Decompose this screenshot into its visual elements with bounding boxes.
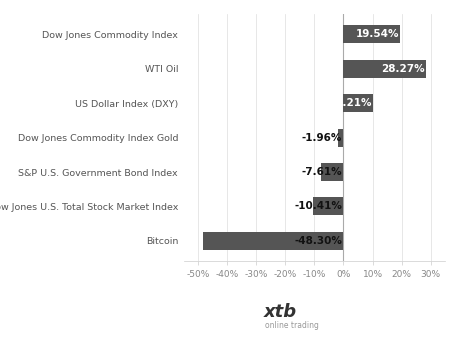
Text: -7.61%: -7.61% [302,167,342,177]
Bar [343,60,425,78]
Bar [343,25,400,43]
Text: online trading: online trading [265,321,319,330]
Bar [203,232,343,250]
Text: 28.27%: 28.27% [381,64,425,74]
Text: -10.41%: -10.41% [294,201,342,212]
Bar [338,129,343,147]
Text: 10.21%: 10.21% [329,98,372,108]
Text: 19.54%: 19.54% [356,29,399,40]
Text: xtb: xtb [264,303,297,321]
Bar [343,94,373,112]
Bar [321,163,343,181]
Text: -48.30%: -48.30% [294,236,342,246]
Bar [313,197,343,215]
Text: -1.96%: -1.96% [302,132,342,143]
